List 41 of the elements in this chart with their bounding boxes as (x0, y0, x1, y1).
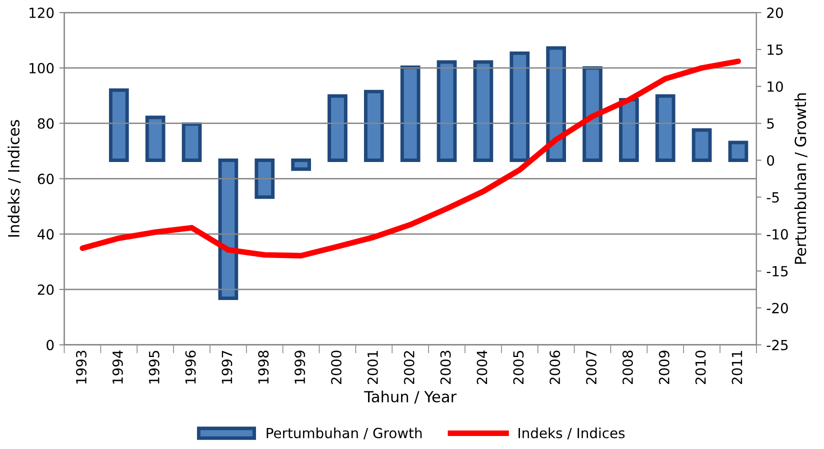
y2-tick-label: 15 (768, 44, 783, 55)
x-tick-label: 1995 (148, 350, 160, 384)
y2-tick-label: 0 (767, 155, 774, 166)
y2-tick-label: -20 (766, 302, 788, 314)
y2-tick-label: -5 (766, 192, 779, 203)
y2-tick-label: 10 (768, 81, 783, 92)
x-tick-label: 2008 (622, 350, 633, 384)
x-tick-label: 1993 (76, 350, 87, 384)
x-tick-label: 2002 (404, 351, 414, 384)
x-tick-label: 2003 (440, 350, 451, 384)
y2-tick-label: -25 (766, 340, 788, 350)
y2-tick-label: -15 (766, 266, 788, 276)
x-tick-label: 2004 (476, 350, 488, 384)
x-tick-label: 2000 (331, 350, 342, 384)
x-tick-label: 2005 (513, 350, 524, 384)
x-tick-label: 2007 (586, 350, 597, 384)
legend-label: Indeks / Indices (518, 428, 625, 440)
x-tick-label: 2011 (732, 350, 742, 384)
x-tick-label: 1997 (222, 350, 232, 384)
y2-axis-title: Pertumbuhan / Growth (794, 93, 808, 264)
y-tick-label: 120 (30, 8, 54, 18)
y-tick-label: 80 (38, 118, 54, 129)
x-tick-label: 2001 (367, 350, 378, 384)
y-tick-label: 100 (30, 62, 54, 74)
y-tick-label: 0 (46, 340, 54, 350)
y-tick-label: 40 (38, 229, 54, 240)
x-axis-title: Tahun / Year (364, 390, 457, 404)
y-tick-label: 60 (38, 174, 54, 184)
y-tick-label: 20 (38, 284, 54, 295)
x-tick-label: 1994 (112, 350, 123, 384)
x-tick-label: 2006 (550, 350, 560, 384)
y2-tick-label: -10 (766, 229, 788, 240)
x-tick-label: 2010 (695, 350, 706, 384)
x-tick-label: 1999 (294, 350, 306, 384)
x-tick-label: 1996 (185, 350, 196, 384)
x-tick-label: 2009 (658, 350, 670, 384)
y2-tick-label: 20 (767, 8, 783, 18)
y-axis-title: Indeks / Indices (8, 120, 21, 237)
y2-tick-label: 5 (767, 118, 774, 129)
legend-label: Pertumbuhan / Growth (266, 428, 422, 440)
x-tick-label: 1998 (258, 350, 269, 384)
